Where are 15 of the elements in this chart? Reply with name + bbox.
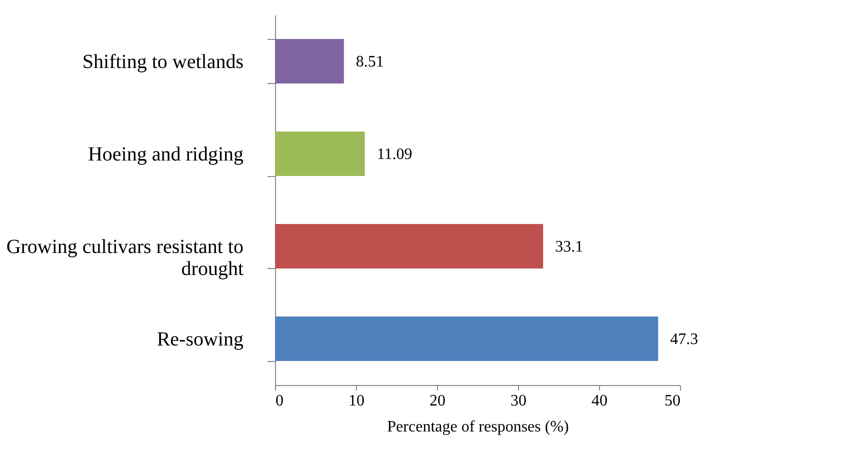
- data-label: 33.1: [555, 238, 584, 256]
- x-tick-label: 50: [664, 392, 680, 410]
- y-tick-label: Re-sowing: [156, 328, 244, 350]
- x-tick-label: 30: [510, 392, 526, 410]
- data-label: 8.51: [356, 53, 384, 70]
- x-tick-label: 20: [430, 392, 446, 410]
- data-label: 47.3: [670, 330, 698, 348]
- y-tick-label: Shifting to wetlands: [82, 50, 244, 73]
- x-tick-label: 10: [348, 392, 364, 410]
- data-label: 11.09: [376, 146, 412, 163]
- x-tick-label: 0: [276, 392, 284, 410]
- y-tick-label: Growing cultivars resistant to drought: [6, 236, 244, 280]
- x-tick-label: 40: [592, 392, 608, 410]
- y-tick-label: Hoeing and ridging: [88, 143, 244, 166]
- x-axis-title: Percentage of responses (%): [387, 418, 569, 436]
